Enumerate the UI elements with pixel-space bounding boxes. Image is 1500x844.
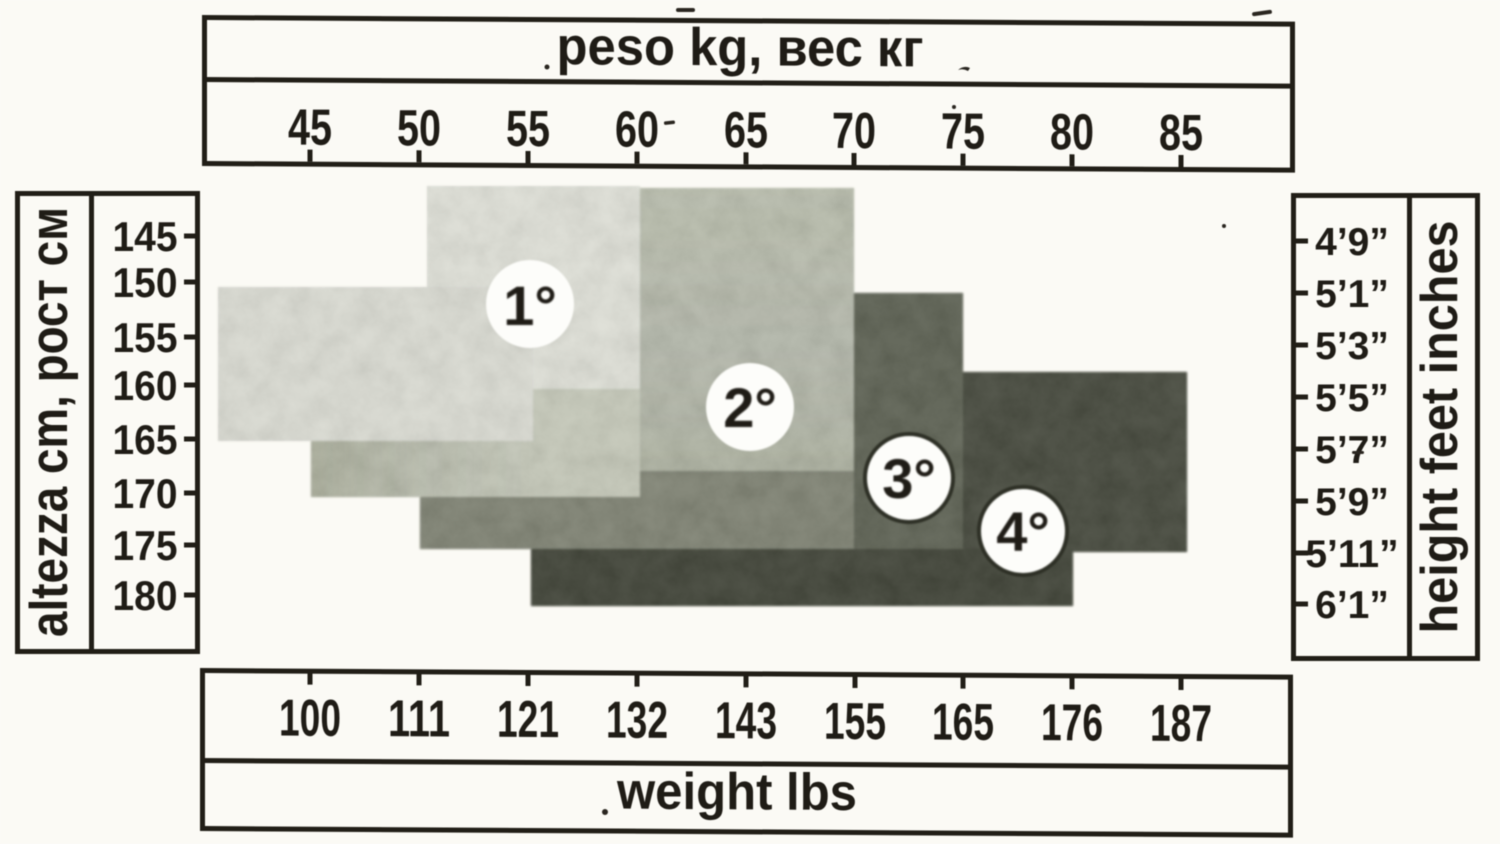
svg-text:2°: 2° bbox=[723, 376, 777, 439]
svg-text:5’11”: 5’11” bbox=[1305, 533, 1398, 576]
svg-text:187: 187 bbox=[1150, 695, 1212, 753]
svg-text:5’7”: 5’7” bbox=[1315, 429, 1389, 472]
svg-text:176: 176 bbox=[1041, 694, 1103, 752]
svg-text:132: 132 bbox=[606, 691, 668, 749]
svg-text:150: 150 bbox=[113, 259, 178, 306]
svg-text:55: 55 bbox=[506, 100, 550, 157]
svg-text:5’5”: 5’5” bbox=[1315, 377, 1389, 420]
svg-text:160: 160 bbox=[113, 362, 178, 409]
svg-text:height feet inches: height feet inches bbox=[1411, 221, 1469, 634]
svg-text:5’3”: 5’3” bbox=[1315, 325, 1389, 368]
svg-text:85: 85 bbox=[1159, 104, 1203, 161]
svg-text:peso kg, вес кг: peso kg, вес кг bbox=[557, 17, 924, 78]
svg-text:5’1”: 5’1” bbox=[1315, 273, 1389, 316]
svg-text:111: 111 bbox=[388, 690, 450, 748]
svg-text:4’9”: 4’9” bbox=[1315, 221, 1389, 264]
svg-text:1°: 1° bbox=[503, 274, 557, 337]
svg-text:143: 143 bbox=[715, 692, 777, 750]
svg-text:weight lbs: weight lbs bbox=[616, 763, 857, 822]
svg-text:70: 70 bbox=[832, 102, 876, 159]
svg-text:4°: 4° bbox=[996, 500, 1050, 563]
svg-text:altezza cm, рост см: altezza cm, рост см bbox=[20, 207, 79, 637]
svg-text:45: 45 bbox=[288, 99, 332, 156]
svg-text:145: 145 bbox=[113, 213, 178, 260]
svg-text:75: 75 bbox=[941, 103, 985, 160]
svg-text:5’9”: 5’9” bbox=[1315, 481, 1389, 524]
svg-text:170: 170 bbox=[113, 470, 178, 517]
svg-text:165: 165 bbox=[932, 693, 994, 751]
svg-text:3°: 3° bbox=[882, 447, 936, 510]
svg-text:180: 180 bbox=[113, 572, 178, 619]
svg-text:6’1”: 6’1” bbox=[1315, 584, 1389, 627]
svg-text:155: 155 bbox=[113, 314, 178, 361]
svg-text:80: 80 bbox=[1050, 103, 1094, 160]
svg-text:65: 65 bbox=[724, 101, 768, 158]
svg-text:155: 155 bbox=[824, 693, 886, 751]
svg-text:50: 50 bbox=[397, 99, 441, 156]
svg-text:165: 165 bbox=[113, 416, 178, 463]
svg-text:121: 121 bbox=[497, 691, 559, 749]
svg-text:60: 60 bbox=[615, 101, 659, 158]
svg-text:100: 100 bbox=[279, 689, 341, 747]
svg-text:175: 175 bbox=[113, 522, 178, 569]
